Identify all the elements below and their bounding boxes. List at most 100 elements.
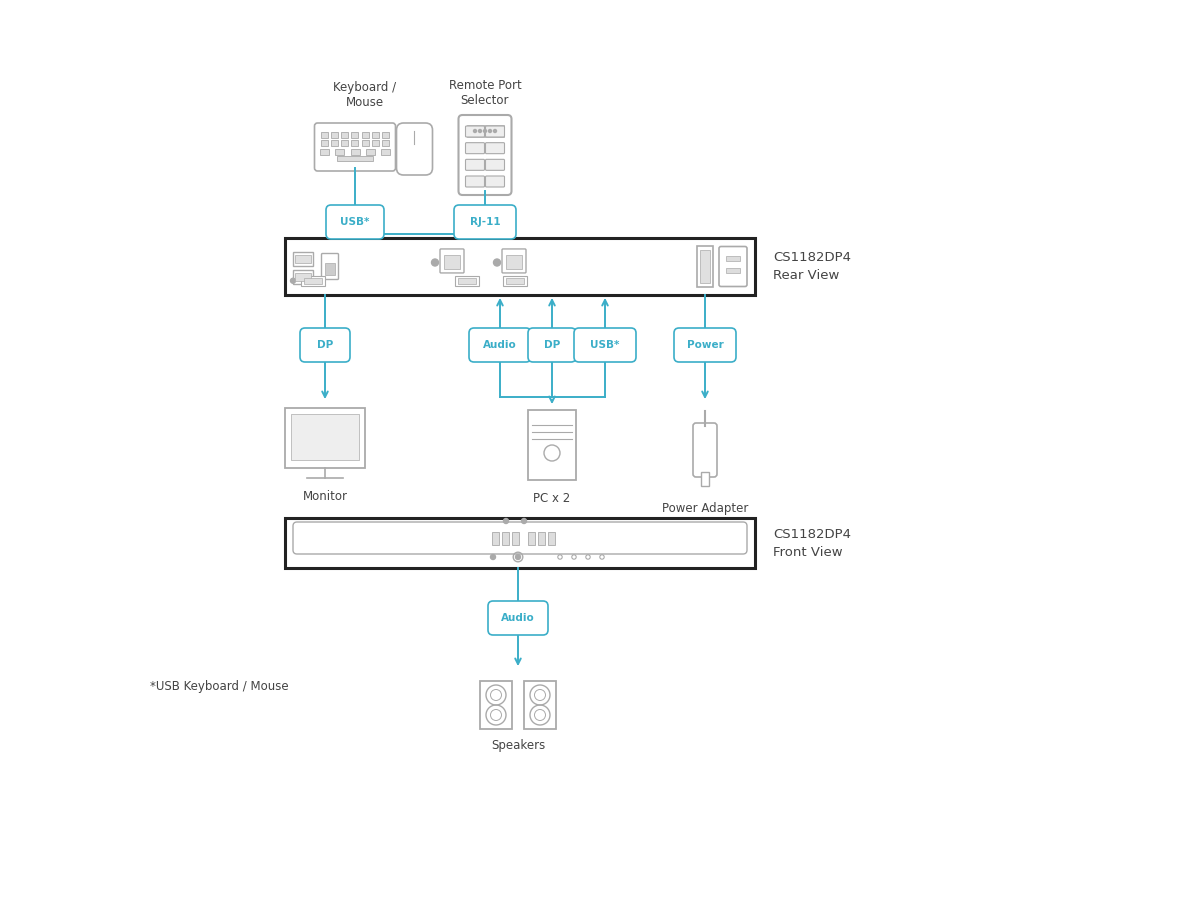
Bar — [492, 532, 499, 544]
Bar — [697, 247, 713, 286]
Text: DP: DP — [317, 340, 334, 350]
Bar — [293, 251, 313, 266]
FancyBboxPatch shape — [486, 126, 504, 137]
Bar — [341, 132, 348, 138]
Bar — [325, 263, 335, 274]
Circle shape — [432, 259, 438, 266]
FancyBboxPatch shape — [488, 601, 548, 635]
Text: Audio: Audio — [484, 340, 517, 350]
Bar — [341, 140, 348, 146]
Bar — [301, 275, 325, 286]
Circle shape — [484, 130, 486, 132]
Bar — [548, 532, 554, 544]
FancyBboxPatch shape — [674, 328, 736, 362]
FancyBboxPatch shape — [466, 143, 485, 154]
FancyBboxPatch shape — [300, 328, 350, 362]
Text: PC x 2: PC x 2 — [533, 492, 571, 505]
Bar — [293, 269, 313, 284]
Circle shape — [488, 130, 492, 132]
Bar — [331, 132, 338, 138]
FancyBboxPatch shape — [293, 522, 746, 554]
Bar — [506, 255, 522, 269]
Circle shape — [504, 518, 509, 524]
Bar — [382, 132, 389, 138]
FancyBboxPatch shape — [454, 205, 516, 239]
Bar — [382, 149, 390, 155]
Text: Power: Power — [686, 340, 724, 350]
Circle shape — [493, 259, 500, 266]
Bar — [320, 149, 329, 155]
Bar — [366, 149, 374, 155]
Bar — [320, 132, 328, 138]
Bar — [528, 410, 576, 480]
FancyBboxPatch shape — [528, 328, 576, 362]
Text: *USB Keyboard / Mouse: *USB Keyboard / Mouse — [150, 680, 289, 693]
Circle shape — [474, 130, 476, 132]
Bar — [528, 532, 535, 544]
FancyBboxPatch shape — [326, 205, 384, 239]
Bar — [337, 156, 373, 161]
Text: CS1182DP4
Rear View: CS1182DP4 Rear View — [773, 251, 851, 282]
Bar — [480, 681, 512, 729]
Bar — [372, 132, 379, 138]
Bar — [726, 256, 740, 261]
Text: DP: DP — [544, 340, 560, 350]
Text: Monitor: Monitor — [302, 490, 348, 503]
FancyBboxPatch shape — [322, 254, 338, 280]
Circle shape — [522, 518, 527, 524]
Bar — [361, 132, 368, 138]
FancyBboxPatch shape — [469, 328, 530, 362]
FancyBboxPatch shape — [286, 408, 365, 468]
Circle shape — [516, 554, 521, 560]
Bar — [352, 132, 359, 138]
Bar — [506, 278, 524, 284]
FancyBboxPatch shape — [458, 115, 511, 195]
Bar — [361, 140, 368, 146]
FancyBboxPatch shape — [486, 143, 504, 154]
Bar — [335, 149, 344, 155]
Bar — [331, 140, 338, 146]
FancyBboxPatch shape — [502, 249, 526, 273]
Bar — [700, 250, 710, 283]
FancyBboxPatch shape — [466, 176, 485, 187]
Bar — [352, 140, 359, 146]
FancyBboxPatch shape — [466, 159, 485, 170]
Bar — [320, 140, 328, 146]
Bar — [701, 472, 709, 486]
Text: CS1182DP4
Front View: CS1182DP4 Front View — [773, 527, 851, 559]
Bar — [444, 255, 460, 269]
Bar — [512, 532, 520, 544]
Circle shape — [493, 130, 497, 132]
Circle shape — [479, 130, 481, 132]
Text: USB*: USB* — [590, 340, 619, 350]
Bar — [295, 255, 311, 263]
Bar — [382, 140, 389, 146]
FancyBboxPatch shape — [694, 423, 718, 477]
Bar — [295, 273, 311, 281]
FancyBboxPatch shape — [440, 249, 464, 273]
Bar — [502, 532, 509, 544]
Circle shape — [491, 554, 496, 560]
Circle shape — [290, 278, 295, 284]
FancyBboxPatch shape — [719, 247, 748, 286]
Bar — [286, 518, 755, 568]
Bar — [524, 681, 556, 729]
Text: Remote Port
Selector: Remote Port Selector — [449, 79, 521, 107]
FancyBboxPatch shape — [486, 159, 504, 170]
Bar — [372, 140, 379, 146]
FancyBboxPatch shape — [396, 123, 432, 175]
FancyBboxPatch shape — [466, 126, 485, 137]
Bar — [503, 275, 527, 286]
FancyBboxPatch shape — [314, 123, 396, 171]
Bar — [350, 149, 360, 155]
Bar — [286, 238, 755, 295]
FancyBboxPatch shape — [486, 176, 504, 187]
Text: Keyboard /
Mouse: Keyboard / Mouse — [334, 81, 396, 109]
Bar — [458, 278, 476, 284]
Bar — [467, 125, 504, 137]
Bar — [455, 275, 479, 286]
FancyBboxPatch shape — [574, 328, 636, 362]
Text: Audio: Audio — [502, 613, 535, 623]
Bar — [726, 268, 740, 273]
Text: Power Adapter: Power Adapter — [662, 502, 748, 515]
